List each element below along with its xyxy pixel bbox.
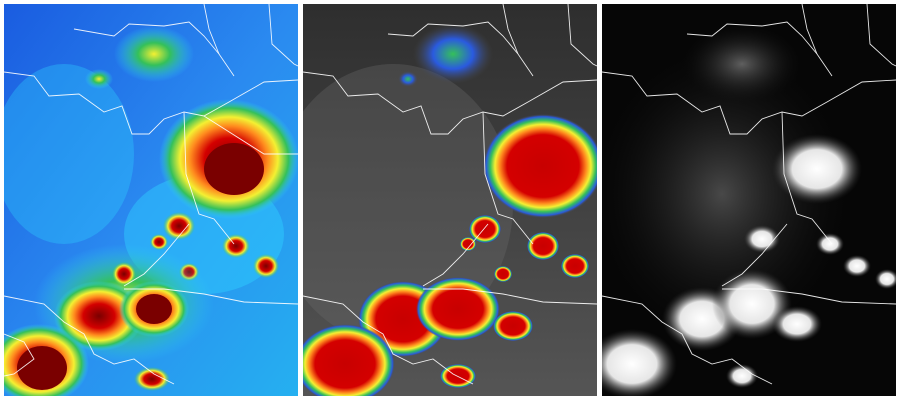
- visible-image: [602, 4, 896, 396]
- panel-visible: [602, 4, 896, 396]
- enhanced-gray-image: [303, 4, 597, 396]
- enhanced-ir-image: [4, 4, 298, 396]
- panel-water-vapor-enhanced: [303, 4, 597, 396]
- panel-enhanced-ir: [4, 4, 298, 396]
